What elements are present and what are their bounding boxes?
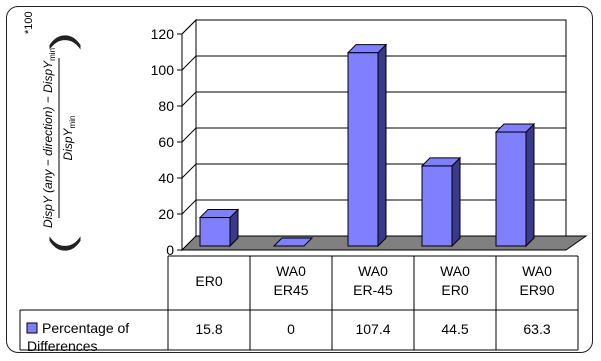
bar-side (377, 43, 387, 248)
y-tick-label: 120 (151, 26, 175, 42)
y-label-open-paren: ( (43, 236, 81, 254)
bar (420, 156, 462, 248)
y-tick-label: 20 (158, 206, 174, 222)
bar-side (451, 156, 461, 248)
bar-front (199, 217, 231, 247)
y-tick-label: 80 (158, 98, 174, 114)
y-label-denominator: DispYmin (61, 116, 77, 161)
bar (346, 43, 388, 248)
y-label-numerator-text: DispY (any − direction) − DispY (41, 60, 55, 228)
legend-label-line: Percentage of (42, 320, 129, 336)
category-label-line: WA0 (276, 263, 306, 279)
category-label-line: ER0 (195, 273, 222, 289)
category-label: WA0 ER45 (273, 263, 308, 298)
bars (198, 43, 536, 248)
y-label-numerator-sub: min (48, 48, 57, 61)
bar (272, 237, 314, 247)
gridline-side (181, 199, 197, 215)
y-label-multiplier: *100 (23, 11, 35, 34)
bar-top (198, 209, 240, 219)
category-label: WA0 ER90 (519, 263, 554, 298)
category-label: WA0 ER-45 (353, 263, 393, 298)
category-label: ER0 (195, 273, 222, 289)
y-tick-label: 0 (166, 242, 174, 258)
data-label: 0 (287, 321, 295, 337)
y-axis-label: ( DispY (any − direction) − DispYmin Dis… (23, 11, 81, 254)
y-label-close-paren: ) (43, 32, 81, 50)
y-axis: 0 20 40 60 80 100 120 (151, 26, 183, 258)
gridline-side (181, 163, 197, 179)
y-label-denominator-sub: min (68, 116, 77, 129)
bar-front (421, 165, 453, 247)
data-label: 15.8 (195, 321, 222, 337)
category-label-line: WA0 (358, 263, 388, 279)
bar (198, 208, 240, 248)
bar-side (525, 122, 535, 248)
bar-top (420, 157, 462, 167)
category-label-line: ER45 (273, 282, 308, 298)
legend-label: Percentage of Differences (27, 320, 129, 354)
bar-front (347, 52, 379, 247)
gridline-side (181, 19, 197, 35)
category-label-line: WA0 (522, 263, 552, 279)
bar-front (495, 131, 527, 247)
category-label-line: ER90 (519, 282, 554, 298)
data-label: 107.4 (355, 321, 390, 337)
gridline-side (181, 55, 197, 71)
category-label-line: WA0 (440, 263, 470, 279)
y-label-numerator: DispY (any − direction) − DispYmin (41, 48, 57, 228)
gridline-side (181, 127, 197, 143)
bar-top (272, 237, 314, 247)
bar-top (346, 44, 388, 54)
data-label: 44.5 (441, 321, 468, 337)
bar-top (494, 123, 536, 133)
category-label-line: ER-45 (353, 282, 393, 298)
y-tick-label: 60 (158, 134, 174, 150)
legend-label-line: Differences (27, 338, 98, 354)
y-label-denominator-text: DispY (61, 127, 75, 160)
y-tick-label: 40 (158, 170, 174, 186)
gridline-side (181, 91, 197, 107)
legend-swatch (26, 322, 38, 334)
category-label: WA0 ER0 (440, 263, 470, 298)
bar (494, 122, 536, 248)
category-label-line: ER0 (441, 282, 468, 298)
data-label: 63.3 (523, 321, 550, 337)
y-tick-label: 100 (151, 62, 175, 78)
